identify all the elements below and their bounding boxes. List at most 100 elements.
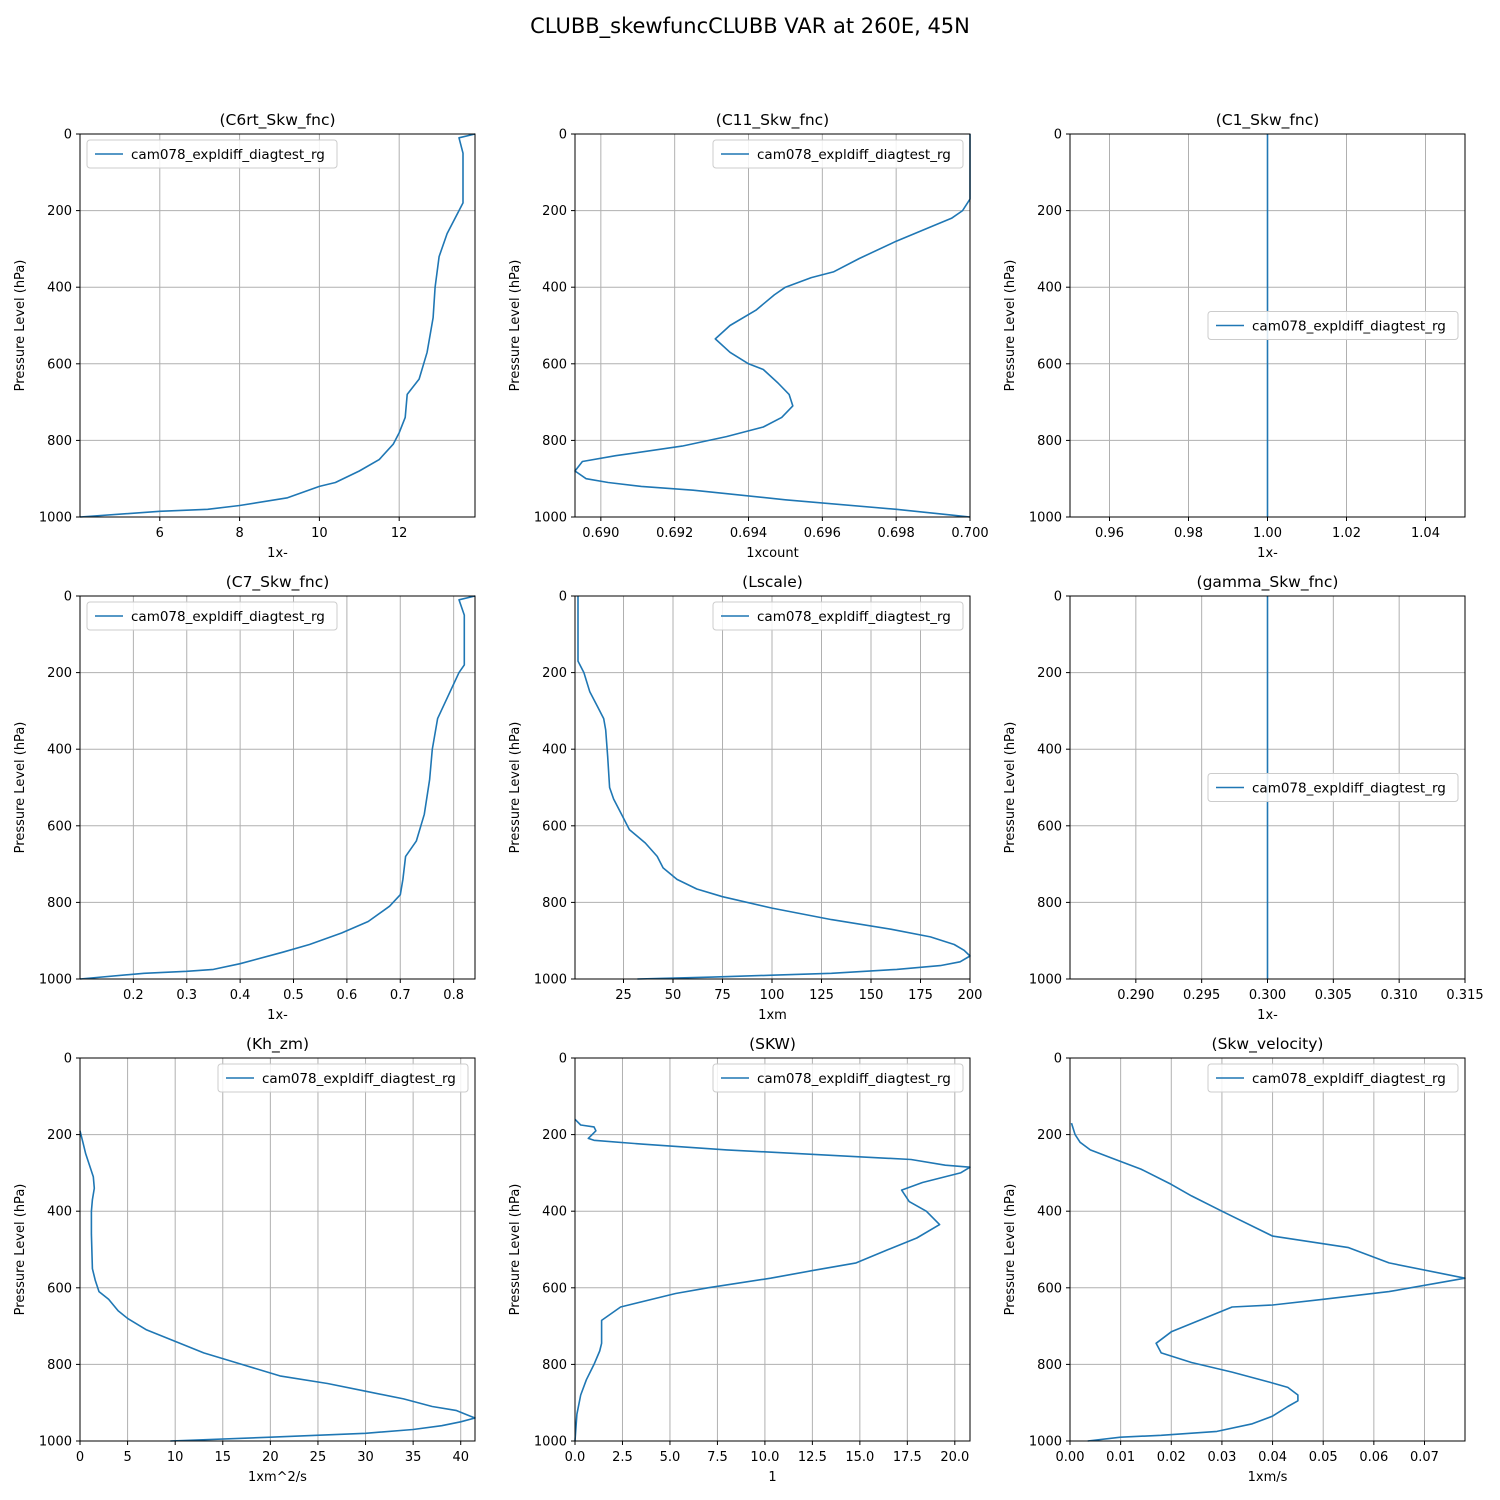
x-tick-label: 0.96 [1095, 526, 1124, 541]
y-tick-label: 0 [1054, 590, 1062, 605]
subplot-title: (SKW) [749, 1035, 796, 1053]
x-tick-label: 0.310 [1381, 988, 1418, 1003]
x-tick-label: 50 [665, 988, 682, 1003]
legend-label: cam078_expldiff_diagtest_rg [757, 1071, 951, 1087]
y-axis-label: Pressure Level (hPa) [508, 260, 523, 392]
x-tick-label: 40 [452, 1450, 469, 1465]
x-tick-label: 0.698 [878, 526, 915, 541]
y-tick-label: 0 [64, 1052, 72, 1067]
x-tick-label: 0.305 [1315, 988, 1352, 1003]
y-tick-label: 1000 [1029, 511, 1062, 526]
legend: cam078_expldiff_diagtest_rg [712, 601, 964, 631]
x-tick-label: 0.07 [1410, 1450, 1439, 1465]
x-tick-label: 7.5 [707, 1450, 728, 1465]
series-line [79, 595, 476, 980]
y-tick-label: 800 [47, 434, 72, 449]
y-tick-label: 600 [1037, 1281, 1062, 1296]
y-tick-label: 200 [47, 1128, 72, 1143]
x-tick-label: 30 [357, 1450, 374, 1465]
y-tick-label: 200 [542, 1128, 567, 1143]
y-axis-label: Pressure Level (hPa) [13, 722, 28, 854]
legend: cam078_expldiff_diagtest_rg [1207, 311, 1459, 340]
x-tick-label: 0.06 [1359, 1450, 1388, 1465]
x-tick-label: 175 [908, 988, 933, 1003]
y-tick-label: 600 [47, 357, 72, 372]
legend-label: cam078_expldiff_diagtest_rg [757, 147, 951, 163]
x-tick-label: 8 [235, 526, 243, 541]
y-tick-label: 400 [542, 281, 567, 296]
y-tick-label: 1000 [1029, 973, 1062, 988]
y-tick-label: 200 [542, 666, 567, 681]
y-tick-label: 400 [47, 743, 72, 758]
x-tick-label: 10.0 [750, 1450, 779, 1465]
y-tick-label: 800 [542, 434, 567, 449]
x-tick-label: 10 [167, 1450, 184, 1465]
axes-frame [79, 133, 476, 518]
x-tick-label: 0.315 [1446, 988, 1483, 1003]
x-tick-label: 0.0 [565, 1450, 586, 1465]
subplot-title: (Kh_zm) [246, 1035, 309, 1054]
x-tick-label: 12.5 [798, 1450, 827, 1465]
y-tick-label: 200 [1037, 1128, 1062, 1143]
legend: cam078_expldiff_diagtest_rg [1207, 1063, 1459, 1093]
y-tick-label: 600 [1037, 819, 1062, 834]
axes-frame [574, 133, 971, 518]
y-tick-label: 1000 [534, 1435, 567, 1450]
subplot-title: (C6rt_Skw_fnc) [219, 111, 335, 130]
y-tick-label: 400 [542, 1205, 567, 1220]
legend-box [712, 601, 964, 631]
x-tick-label: 25 [310, 1450, 327, 1465]
subplot-title: (Skw_velocity) [1212, 1035, 1324, 1054]
x-tick-label: 0.00 [1056, 1450, 1085, 1465]
y-tick-label: 800 [1037, 896, 1062, 911]
x-tick-label: 0.7 [390, 988, 411, 1003]
y-tick-label: 200 [47, 666, 72, 681]
y-tick-label: 600 [542, 819, 567, 834]
y-axis-label: Pressure Level (hPa) [1003, 722, 1018, 854]
series-line [1070, 1122, 1466, 1442]
series-line [79, 133, 476, 518]
x-tick-label: 17.5 [893, 1450, 922, 1465]
x-tick-label: 125 [809, 988, 834, 1003]
legend-box [217, 1063, 469, 1093]
subplot: 6 8 10 12 0 200 400 600 800 1000 (C6rt_Skw_fnc) 1x-… [13, 111, 476, 561]
x-tick-label: 12 [391, 526, 408, 541]
legend-label: cam078_expldiff_diagtest_rg [1252, 781, 1446, 797]
legend-box [712, 1063, 964, 1093]
x-tick-label: 0.01 [1106, 1450, 1135, 1465]
y-tick-label: 800 [1037, 434, 1062, 449]
x-axis-label: 1x- [267, 1008, 288, 1023]
x-tick-label: 0.98 [1174, 526, 1203, 541]
y-tick-label: 1000 [39, 1435, 72, 1450]
y-tick-label: 800 [47, 1358, 72, 1373]
y-tick-label: 1000 [39, 511, 72, 526]
y-tick-label: 600 [1037, 357, 1062, 372]
y-tick-label: 600 [542, 1281, 567, 1296]
legend-box [712, 139, 964, 169]
y-tick-label: 400 [1037, 281, 1062, 296]
axes-frame [1069, 1057, 1466, 1442]
legend: cam078_expldiff_diagtest_rg [86, 601, 338, 631]
y-tick-label: 1000 [1029, 1435, 1062, 1450]
legend-box [86, 139, 338, 169]
y-tick-label: 0 [559, 128, 567, 143]
y-axis-label: Pressure Level (hPa) [1003, 1184, 1018, 1316]
subplot: 0.00 0.01 0.02 0.03 0.04 0.05 0.06 0.07 0 200 400 6… [1003, 1035, 1466, 1485]
figure-title: CLUBB_skewfuncCLUBB VAR at 260E, 45N [530, 14, 970, 38]
x-tick-label: 0.8 [443, 988, 464, 1003]
x-tick-label: 0.4 [230, 988, 251, 1003]
x-tick-label: 0.692 [656, 526, 693, 541]
series-line [79, 1130, 476, 1442]
x-tick-label: 0.05 [1309, 1450, 1338, 1465]
y-tick-label: 200 [1037, 666, 1062, 681]
x-tick-label: 15.0 [845, 1450, 874, 1465]
x-axis-label: 1x- [1257, 1008, 1278, 1023]
y-tick-label: 600 [47, 819, 72, 834]
x-tick-label: 75 [714, 988, 731, 1003]
subplot-title: (C11_Skw_fnc) [716, 111, 829, 130]
x-tick-label: 15 [214, 1450, 231, 1465]
y-tick-label: 0 [64, 590, 72, 605]
subplot: 0.690 0.692 0.694 0.696 0.698 0.700 0 200 400 600… [508, 111, 989, 561]
x-tick-label: 0.700 [951, 526, 988, 541]
